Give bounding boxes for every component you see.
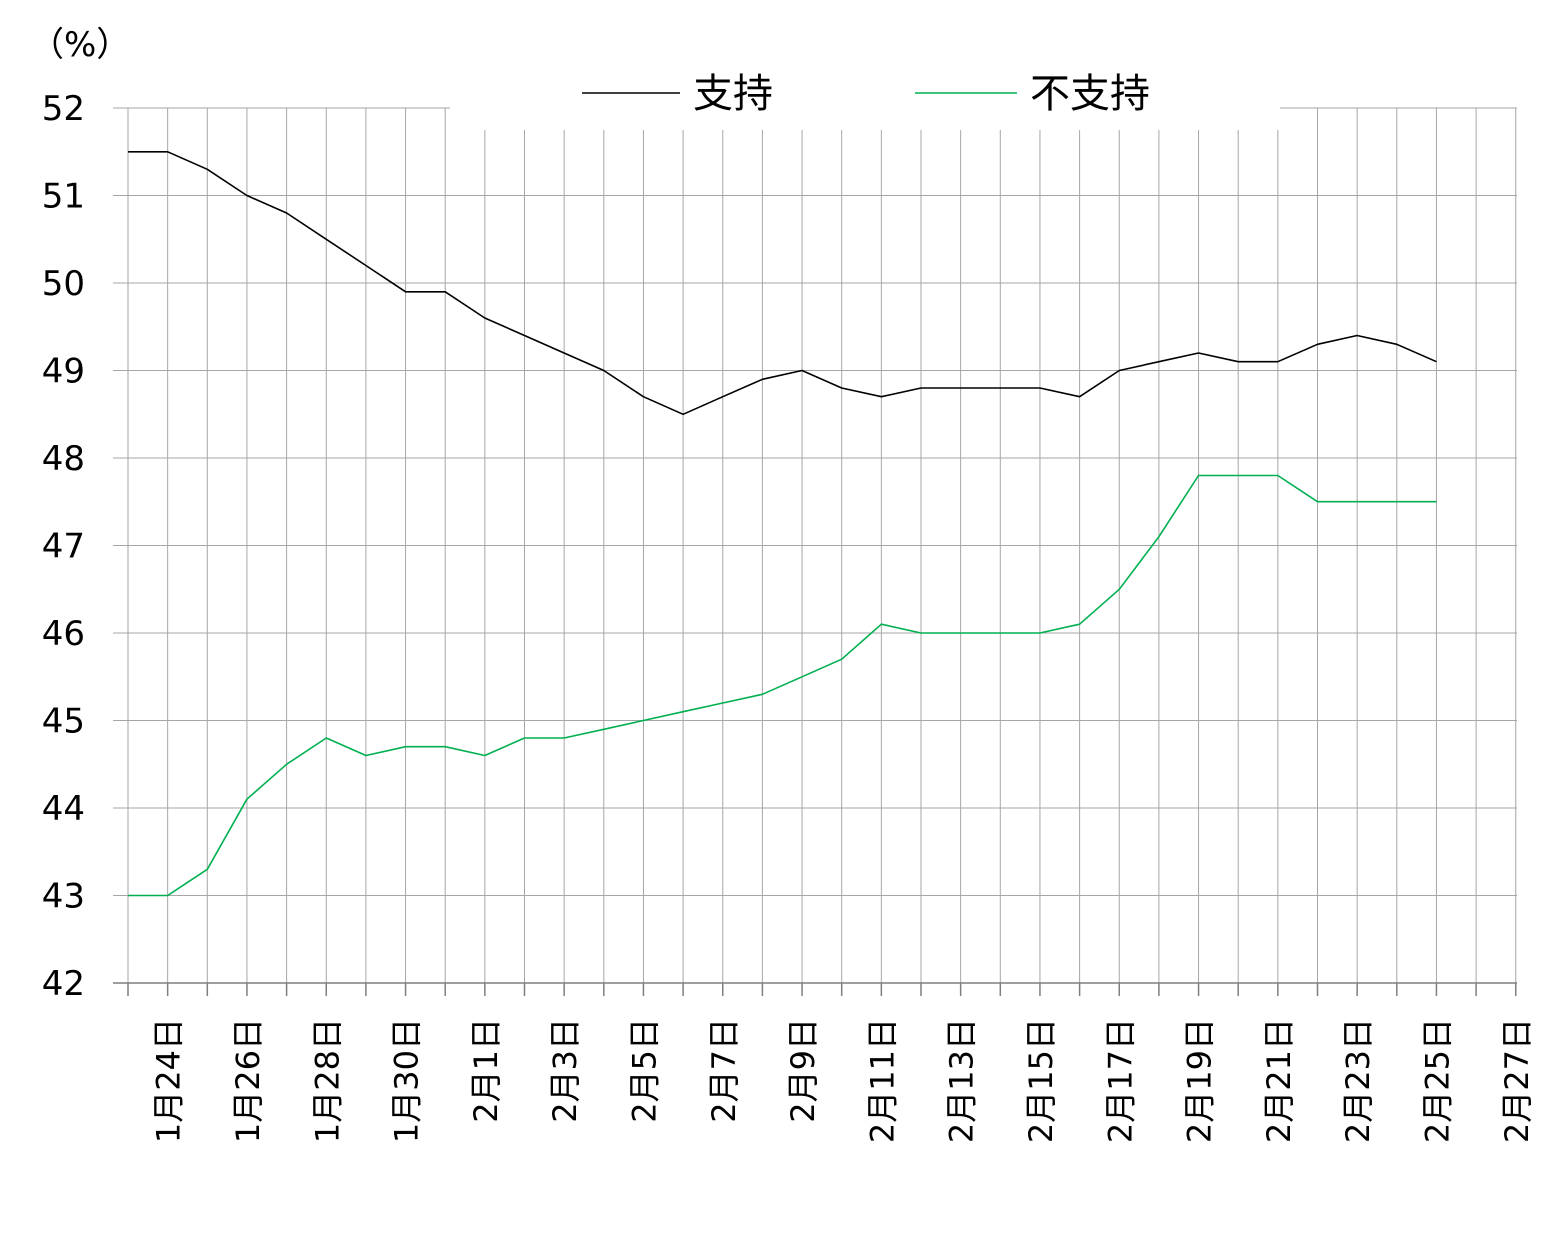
x-tick-label: 2月7日 (705, 1018, 743, 1123)
legend-label: 支持 (693, 71, 773, 117)
y-tick-label: 42 (42, 964, 85, 1004)
x-tick-label: 2月11日 (863, 1018, 901, 1143)
y-tick-label: 44 (42, 789, 85, 829)
series-line-0 (128, 151, 1437, 416)
x-tick-label: 2月15日 (1022, 1018, 1060, 1143)
x-tick-label: 2月17日 (1101, 1018, 1139, 1143)
x-tick-label: 1月24日 (150, 1018, 188, 1143)
x-tick-label: 2月27日 (1498, 1018, 1536, 1143)
y-tick-labels: 42 43 44 45 46 47 48 49 50 51 52 (42, 89, 85, 1004)
x-tick-label: 1月28日 (308, 1018, 346, 1143)
y-tick-label: 48 (42, 439, 85, 479)
legend-label: 不支持 (1030, 71, 1150, 117)
y-tick-label: 50 (42, 264, 85, 304)
x-tick-label: 2月9日 (784, 1018, 822, 1123)
x-tick-label: 2月25日 (1418, 1018, 1456, 1143)
y-unit-label: （%） (30, 25, 130, 65)
x-tick-label: 2月19日 (1181, 1018, 1219, 1143)
gridlines (113, 107, 1517, 983)
x-tick-labels: 1月24日 1月26日 1月28日 1月30日 2月1日 2月3日 2月5日 2月7日 2月9日… (150, 1018, 1536, 1143)
x-tick-label: 2月1日 (467, 1018, 505, 1123)
series-lines (127, 151, 1437, 897)
y-tick-label: 52 (42, 89, 85, 129)
x-tick-label: 2月23日 (1339, 1018, 1377, 1143)
x-tick-label: 1月30日 (388, 1018, 426, 1143)
legend-background (450, 66, 1280, 130)
x-tick-label: 2月5日 (625, 1018, 663, 1123)
y-tick-label: 45 (42, 702, 85, 742)
x-tick-label: 2月21日 (1260, 1018, 1298, 1143)
axes (113, 982, 1517, 996)
x-tick-label: 2月3日 (546, 1018, 584, 1123)
y-tick-label: 47 (42, 527, 85, 567)
legend: 支持 不支持 (450, 66, 1280, 130)
y-tick-label: 46 (42, 614, 85, 654)
y-tick-label: 49 (42, 352, 85, 392)
y-tick-label: 51 (42, 177, 85, 217)
y-tick-label: 43 (42, 877, 85, 917)
series-line-1 (128, 474, 1437, 897)
x-tick-label: 2月13日 (943, 1018, 981, 1143)
x-tick-label: 1月26日 (229, 1018, 267, 1143)
